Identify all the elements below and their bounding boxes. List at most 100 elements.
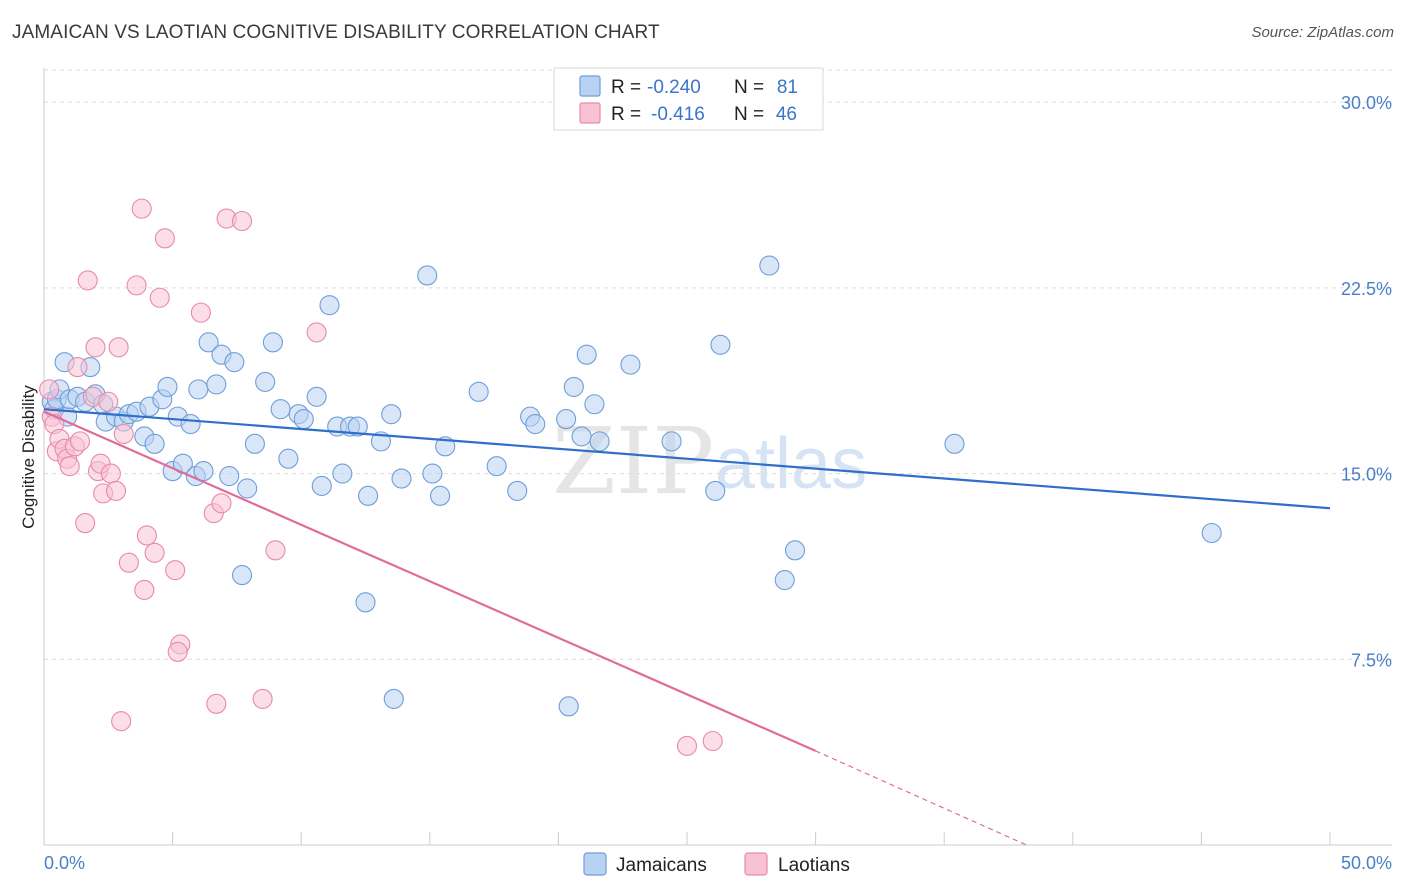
legend-n-value-jamaicans: 81 xyxy=(777,77,798,98)
jamaican-point xyxy=(370,431,391,452)
stats-legend: R = -0.240 N = 81 R = -0.416 N = 46 xyxy=(553,67,824,131)
laotian-point xyxy=(98,391,119,412)
jamaican-point xyxy=(759,255,780,276)
jamaican-point xyxy=(198,332,219,353)
laotian-point xyxy=(108,337,129,358)
jamaican-point xyxy=(224,352,245,373)
jamaican-point xyxy=(293,409,314,430)
laotian-point xyxy=(702,730,723,752)
laotian-point xyxy=(206,693,227,714)
jamaican-point xyxy=(381,404,402,425)
laotian-point xyxy=(118,552,139,573)
jamaican-point xyxy=(383,688,404,709)
jamaican-point xyxy=(705,480,726,501)
jamaican-point xyxy=(311,475,332,497)
jamaican-point xyxy=(774,569,795,591)
jamaican-point xyxy=(944,433,965,454)
laotian-point xyxy=(211,493,232,514)
laotian-point xyxy=(136,525,157,546)
jamaican-point xyxy=(231,565,253,586)
jamaican-point xyxy=(270,399,291,420)
laotian-point xyxy=(67,357,88,378)
laotian-point xyxy=(231,210,253,232)
y-tick-labels: 7.5% 15.0% 22.5% 30.0% xyxy=(1341,93,1392,670)
watermark-zip: ZIP xyxy=(552,408,714,515)
laotian-point xyxy=(113,423,134,445)
laotian-point xyxy=(126,275,147,296)
laotian-point xyxy=(265,540,286,561)
y-tick-label: 7.5% xyxy=(1351,650,1392,670)
chart-title: JAMAICAN VS LAOTIAN COGNITIVE DISABILITY… xyxy=(12,22,660,43)
laotian-point xyxy=(190,302,211,323)
legend-swatch-jamaicans xyxy=(579,75,601,97)
jamaican-point xyxy=(306,386,327,407)
jamaican-point xyxy=(710,334,731,355)
laotian-point xyxy=(676,735,698,757)
x-tick-label-min: 0.0% xyxy=(44,853,85,873)
jamaican-point xyxy=(661,431,682,452)
laotian-point xyxy=(167,641,188,662)
jamaican-point xyxy=(244,433,265,454)
jamaican-point xyxy=(1201,522,1222,544)
y-axis-label: Cognitive Disability xyxy=(19,385,38,529)
laotian-point xyxy=(252,688,273,709)
jamaican-point xyxy=(219,465,240,487)
laotian-point xyxy=(111,711,132,732)
bottom-legend-label-jamaicans: Jamaicans xyxy=(616,855,707,876)
bottom-legend-swatch-jamaicans xyxy=(583,852,607,876)
legend-n-label-jamaicans: N = xyxy=(734,77,764,98)
jamaican-point xyxy=(422,463,443,484)
laotian-point xyxy=(100,463,121,484)
y-tick-label: 15.0% xyxy=(1341,465,1392,485)
jamaican-point xyxy=(206,374,227,395)
laotian-point xyxy=(154,228,175,249)
laotian-point xyxy=(69,431,91,452)
axes xyxy=(43,68,1392,846)
laotian-point xyxy=(39,379,60,400)
laotian-point xyxy=(85,337,106,358)
jamaican-point xyxy=(435,436,456,457)
jamaican-point xyxy=(355,592,376,613)
jamaican-point xyxy=(332,463,353,484)
jamaican-point xyxy=(468,381,489,402)
laotian-point xyxy=(59,456,80,477)
laotian-point xyxy=(144,542,165,563)
series-legend: Jamaicans Laotians xyxy=(583,852,850,876)
legend-swatch-laotians xyxy=(579,102,601,124)
bottom-legend-label-laotians: Laotians xyxy=(778,855,850,876)
laotian-point xyxy=(105,480,127,501)
watermark-atlas: atlas xyxy=(715,424,867,504)
laotian-point xyxy=(75,513,96,534)
laotian-point xyxy=(165,560,186,581)
laotian-trend-line xyxy=(43,410,817,752)
laotian-point xyxy=(131,198,152,219)
laotian-point xyxy=(134,579,155,601)
jamaican-point xyxy=(563,376,584,397)
jamaican-point xyxy=(262,332,283,353)
chart-source: Source: ZipAtlas.com xyxy=(1251,24,1394,41)
jamaican-point xyxy=(571,426,592,447)
legend-r-value-laotians: -0.416 xyxy=(651,104,705,125)
legend-r-value-jamaicans: -0.240 xyxy=(647,77,701,98)
x-tick-label-max: 50.0% xyxy=(1341,853,1392,873)
jamaican-point xyxy=(589,431,610,452)
jamaican-point xyxy=(188,379,209,400)
legend-r-label-laotians: R = xyxy=(611,104,641,125)
jamaican-point xyxy=(144,433,165,454)
legend-n-label-laotians: N = xyxy=(734,104,764,125)
laotian-point xyxy=(149,287,170,308)
jamaican-point xyxy=(180,413,201,435)
x-ticks xyxy=(43,832,1331,845)
y-tick-label: 22.5% xyxy=(1341,279,1392,299)
jamaican-point xyxy=(319,295,340,316)
legend-r-label-jamaicans: R = xyxy=(611,77,641,98)
legend-n-value-laotians: 46 xyxy=(776,104,797,125)
jamaican-point xyxy=(576,344,597,365)
jamaican-point xyxy=(417,265,438,286)
jamaican-point xyxy=(620,354,641,375)
jamaican-point xyxy=(255,371,276,393)
jamaican-point xyxy=(347,416,368,437)
laotian-trend-extension xyxy=(815,750,1027,846)
jamaican-point xyxy=(556,409,577,430)
laotian-points xyxy=(39,198,723,757)
